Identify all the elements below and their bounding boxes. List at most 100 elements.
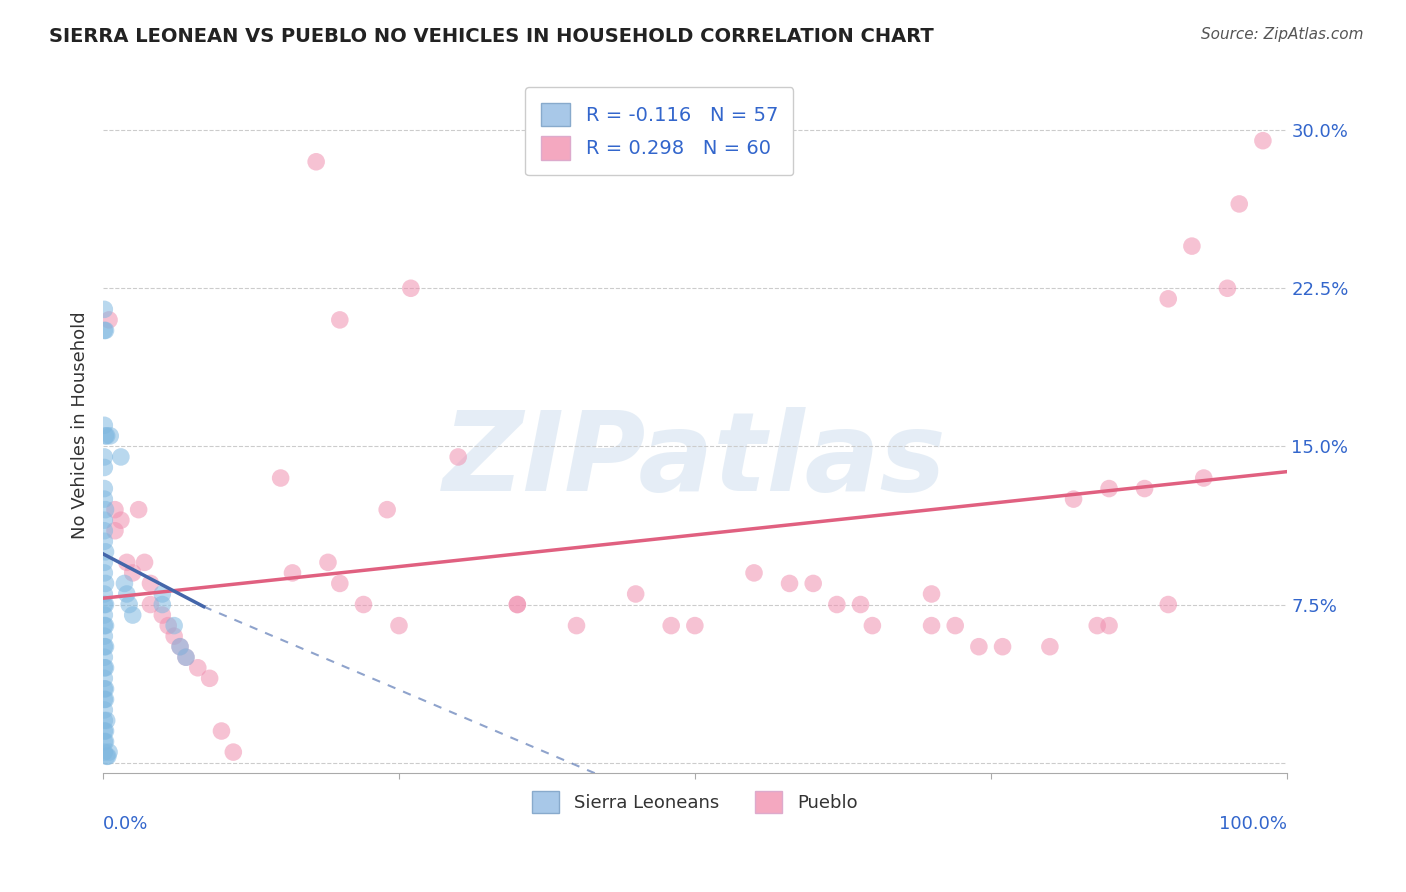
Point <box>93 492 115 507</box>
Text: 0.0%: 0.0% <box>103 815 149 833</box>
Point <box>198 671 221 685</box>
Point <box>121 566 143 580</box>
Point <box>174 650 197 665</box>
Point <box>169 640 191 654</box>
Point <box>139 576 162 591</box>
Point <box>624 587 647 601</box>
Point <box>94 618 117 632</box>
Point <box>329 576 352 591</box>
Legend: Sierra Leoneans, Pueblo: Sierra Leoneans, Pueblo <box>524 783 865 820</box>
Text: 100.0%: 100.0% <box>1219 815 1286 833</box>
Point <box>222 745 245 759</box>
Point <box>110 513 132 527</box>
Text: ZIPatlas: ZIPatlas <box>443 407 946 514</box>
Point <box>1039 640 1062 654</box>
Point <box>93 681 115 696</box>
Point <box>163 629 186 643</box>
Point <box>94 734 117 748</box>
Point <box>110 450 132 464</box>
Point <box>860 618 883 632</box>
Point <box>174 650 197 665</box>
Point <box>104 524 127 538</box>
Point <box>94 323 117 337</box>
Point <box>93 692 115 706</box>
Point <box>779 576 801 591</box>
Point <box>211 724 233 739</box>
Point <box>353 598 375 612</box>
Point <box>93 418 115 433</box>
Point <box>921 587 943 601</box>
Point <box>93 513 115 527</box>
Point <box>1098 482 1121 496</box>
Point <box>93 724 115 739</box>
Point <box>118 598 141 612</box>
Point <box>115 555 138 569</box>
Text: SIERRA LEONEAN VS PUEBLO NO VEHICLES IN HOUSEHOLD CORRELATION CHART: SIERRA LEONEAN VS PUEBLO NO VEHICLES IN … <box>49 27 934 45</box>
Point <box>93 566 115 580</box>
Point <box>506 598 529 612</box>
Point <box>98 745 121 759</box>
Point <box>825 598 848 612</box>
Point <box>93 745 115 759</box>
Point <box>921 618 943 632</box>
Point <box>849 598 872 612</box>
Point <box>93 608 115 623</box>
Point <box>94 576 117 591</box>
Point <box>93 734 115 748</box>
Point <box>506 598 529 612</box>
Point <box>447 450 470 464</box>
Point <box>93 524 115 538</box>
Point <box>94 681 117 696</box>
Point <box>1192 471 1215 485</box>
Point <box>93 650 115 665</box>
Point <box>115 587 138 601</box>
Point <box>1251 134 1274 148</box>
Point <box>93 598 115 612</box>
Point <box>94 429 117 443</box>
Point <box>1227 197 1250 211</box>
Point <box>93 671 115 685</box>
Point <box>93 534 115 549</box>
Point <box>388 618 411 632</box>
Point <box>967 640 990 654</box>
Point <box>121 608 143 623</box>
Text: Source: ZipAtlas.com: Source: ZipAtlas.com <box>1201 27 1364 42</box>
Point <box>134 555 156 569</box>
Point <box>93 618 115 632</box>
Point <box>1181 239 1204 253</box>
Point <box>93 460 115 475</box>
Point <box>565 618 588 632</box>
Point <box>683 618 706 632</box>
Point <box>114 576 136 591</box>
Point <box>94 598 117 612</box>
Point <box>163 618 186 632</box>
Point <box>187 661 209 675</box>
Point <box>305 154 328 169</box>
Point <box>94 545 117 559</box>
Point <box>270 471 292 485</box>
Point <box>991 640 1014 654</box>
Point <box>157 618 180 632</box>
Point <box>1157 598 1180 612</box>
Point <box>93 323 115 337</box>
Point <box>93 661 115 675</box>
Point <box>128 502 150 516</box>
Point <box>659 618 682 632</box>
Point <box>150 598 173 612</box>
Point <box>1157 292 1180 306</box>
Point <box>93 450 115 464</box>
Point <box>98 313 121 327</box>
Point <box>93 555 115 569</box>
Point <box>169 640 191 654</box>
Point <box>96 429 118 443</box>
Point <box>150 608 173 623</box>
Point <box>94 724 117 739</box>
Point <box>94 640 117 654</box>
Point <box>93 703 115 717</box>
Point <box>1133 482 1156 496</box>
Point <box>329 313 352 327</box>
Point <box>281 566 304 580</box>
Point <box>94 661 117 675</box>
Point <box>1098 618 1121 632</box>
Point <box>399 281 422 295</box>
